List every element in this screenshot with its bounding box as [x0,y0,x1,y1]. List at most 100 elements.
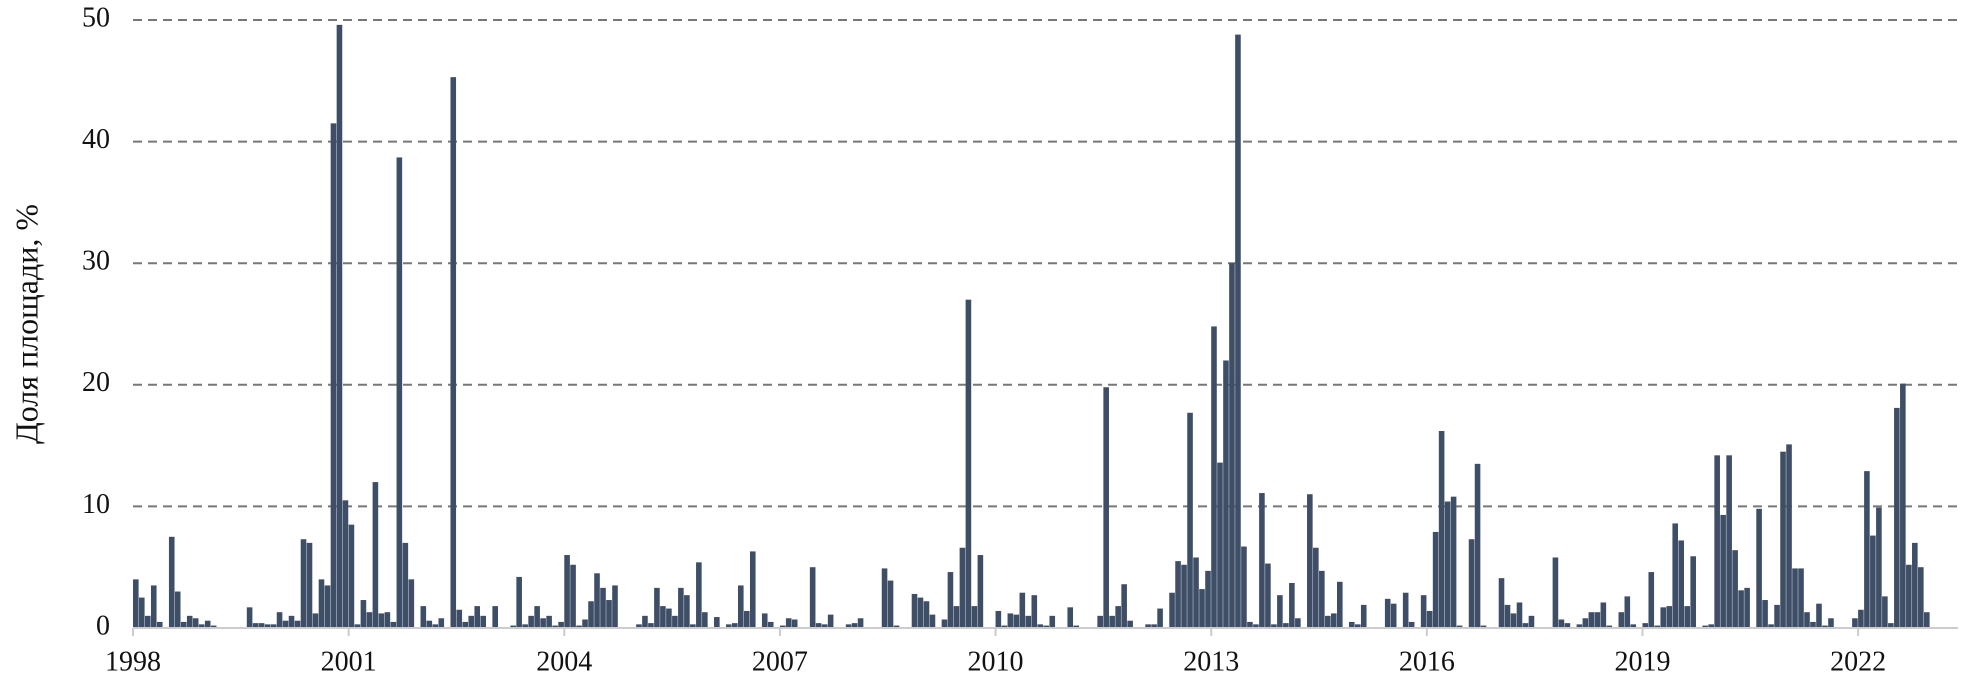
bar [923,601,930,628]
bar [1906,564,1912,628]
bar [540,618,546,628]
bar [558,621,564,628]
bar [480,615,487,628]
bar [1205,570,1211,628]
bar [1588,612,1595,628]
bar [432,624,439,628]
bar [1762,600,1768,628]
bar [827,614,834,628]
bar [420,606,427,628]
bar [1768,624,1774,628]
bar [1786,444,1792,628]
bar [1390,603,1397,628]
bar [174,591,181,628]
bar [1325,615,1331,628]
y-tick-label: 0 [96,610,110,641]
bar [737,585,744,628]
bar [1900,383,1906,628]
bar [809,567,816,628]
bar [258,623,265,628]
bar [1564,623,1571,628]
bar [462,621,469,628]
x-tick-label: 2001 [321,646,377,677]
bar [648,623,654,628]
bar [1336,581,1343,628]
bar [1384,598,1391,628]
bar [246,607,253,628]
bar [1109,615,1115,628]
bar [1354,624,1361,628]
bar [1720,514,1726,628]
bar [1678,540,1685,628]
bar [743,610,750,628]
bar [510,625,516,628]
bar [1049,615,1056,628]
bar [570,564,576,628]
bar [1558,619,1565,628]
bar [468,615,475,628]
bar [168,536,175,628]
bar [1666,606,1673,628]
bar [1043,625,1050,628]
bar [588,601,594,628]
bar [342,500,349,628]
bar [1552,557,1559,628]
y-tick-label: 10 [82,489,110,520]
bar [761,613,768,628]
bar [1672,523,1679,628]
bar [282,620,289,628]
bar [1331,613,1337,628]
bar [1690,556,1696,628]
bar [384,612,391,628]
bar [1456,625,1463,628]
bar [1073,625,1080,628]
bar [1858,609,1864,628]
bar [791,619,798,628]
bar [953,606,960,628]
bar [270,624,277,628]
x-tick-label: 2013 [1183,646,1239,677]
bar [1175,561,1181,628]
x-tick-label: 2004 [536,646,592,677]
bar [1360,604,1367,628]
bar [1283,623,1289,628]
y-axis-label: Доля площади, % [8,204,44,444]
bar [1259,493,1265,628]
bar [1870,535,1876,628]
bar [714,617,720,628]
bar [1097,615,1103,628]
bar [779,625,786,628]
bar [1229,263,1235,628]
bar [288,615,295,628]
bar [642,615,648,628]
bar [1013,614,1020,628]
bar [941,619,948,628]
bar [893,625,900,628]
bar [911,593,918,628]
bar [1127,620,1133,628]
bar [887,580,894,628]
bar [1528,615,1535,628]
bar [1115,606,1121,628]
bar [684,595,690,628]
bar [1271,624,1277,628]
bar [1438,431,1445,628]
bar [492,606,498,628]
bar [947,572,954,628]
bar [276,612,283,628]
bar [396,157,403,628]
bar [1852,618,1858,628]
bar [702,612,708,628]
bar [156,621,163,628]
bar [1648,572,1655,628]
bar [606,600,612,628]
bar [726,624,732,628]
y-tick-label: 30 [82,246,110,277]
bar [1187,412,1193,628]
bar [192,618,199,628]
bar [348,524,355,628]
bar [456,609,463,628]
y-tick-label: 40 [82,124,110,155]
bar [1241,546,1247,628]
y-tick-label: 50 [82,2,110,33]
